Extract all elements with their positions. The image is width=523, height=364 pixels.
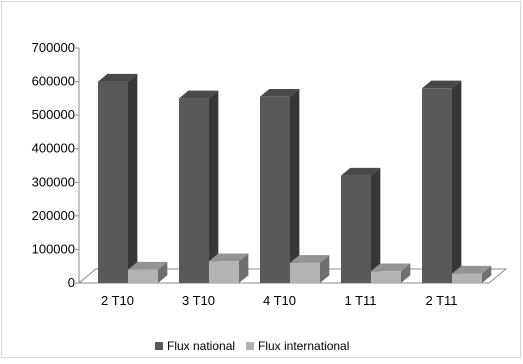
y-tick-label: 400000: [32, 141, 75, 156]
bar-side: [290, 88, 300, 283]
bar-side: [371, 167, 381, 283]
bar-side: [128, 73, 138, 283]
bar-front: [341, 175, 371, 283]
x-tick-label: 4 T10: [263, 293, 296, 308]
y-tick-label: 200000: [32, 208, 75, 223]
x-tick-label: 3 T10: [182, 293, 215, 308]
bar-top: [98, 73, 138, 82]
bar-side: [239, 253, 249, 283]
bar: [209, 253, 249, 283]
y-tick-label: 700000: [32, 40, 75, 55]
bar-top: [209, 253, 249, 262]
bar-top: [179, 90, 219, 99]
bar-front: [371, 271, 401, 283]
bar: [98, 73, 138, 283]
bar: [422, 80, 462, 284]
bar-top: [341, 167, 381, 176]
y-tick-label: 100000: [32, 241, 75, 256]
bar-top: [290, 255, 330, 263]
bar-top: [128, 261, 168, 270]
legend-swatch: [246, 342, 254, 350]
chart-frame: 0 100000 200000 300000 400000 500000 600000 700…: [1, 1, 521, 358]
legend-label: Flux international: [258, 339, 349, 353]
bar-front: [128, 269, 158, 283]
bar-top: [452, 265, 492, 274]
bars: [98, 73, 492, 284]
bar-top: [260, 88, 300, 97]
x-tick-label: 1 T11: [344, 293, 376, 308]
y-axis: 0 100000 200000 300000 400000 500000 600000 700…: [32, 40, 80, 290]
bar-top: [371, 263, 411, 272]
bar: [341, 167, 381, 283]
bar-side: [158, 261, 168, 283]
bar-chart: 0 100000 200000 300000 400000 500000 600000 700…: [32, 40, 508, 353]
legend-swatch: [155, 342, 163, 350]
bar: [290, 255, 330, 283]
bar: [371, 263, 411, 283]
bar-front: [98, 81, 128, 283]
bar-front: [209, 261, 239, 283]
bar-front: [452, 273, 482, 283]
y-tick-label: 500000: [32, 107, 75, 122]
bar-side: [209, 90, 219, 284]
bar-front: [179, 98, 209, 283]
x-tick-label: 2 T10: [101, 293, 134, 308]
legend-label: Flux national: [167, 339, 235, 353]
legend: Flux national Flux international: [155, 339, 349, 353]
x-tick-label: 2 T11: [425, 293, 457, 308]
bar-front: [260, 96, 290, 283]
y-tick-label: 0: [68, 275, 75, 290]
bar-side: [452, 80, 462, 283]
y-tick-label: 300000: [32, 174, 75, 189]
bar-side: [482, 265, 492, 283]
y-tick-label: 600000: [32, 74, 75, 89]
bar-front: [422, 88, 452, 284]
bar: [452, 265, 492, 283]
bar: [128, 261, 168, 283]
bar: [260, 88, 300, 283]
bar-side: [401, 263, 411, 283]
bar-front: [290, 262, 320, 283]
bar: [179, 90, 219, 284]
legend-item: Flux national: [155, 339, 235, 353]
legend-item: Flux international: [246, 339, 349, 353]
bar-side: [320, 255, 330, 283]
x-axis: 2 T10 3 T10 4 T10 1 T11 2 T11: [101, 293, 458, 308]
bar-top: [422, 80, 462, 89]
